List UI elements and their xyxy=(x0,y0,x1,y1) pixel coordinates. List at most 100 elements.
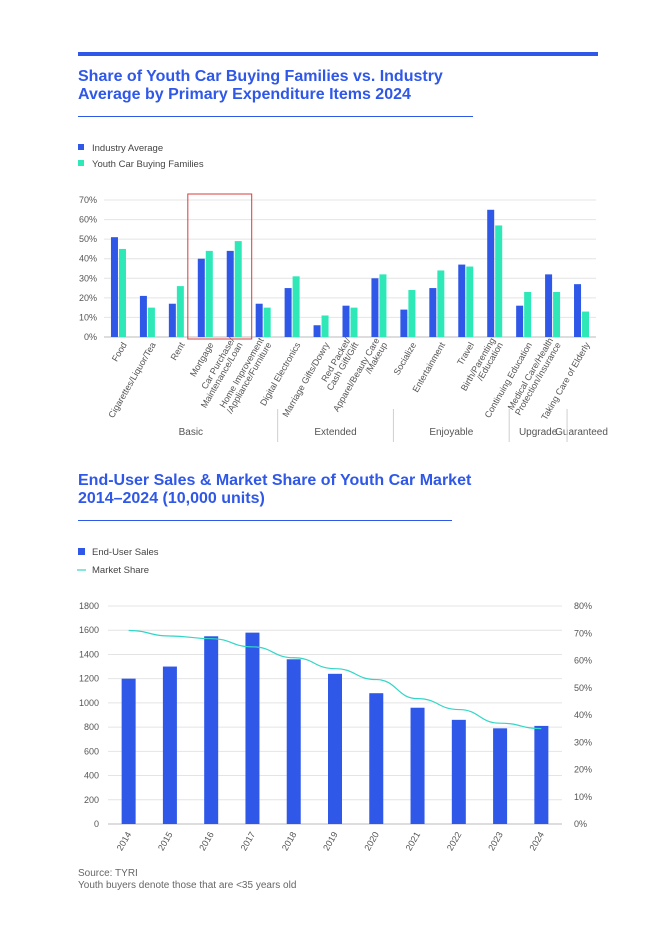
bar xyxy=(408,290,416,337)
bar xyxy=(553,291,561,337)
year-label: 2016 xyxy=(197,830,216,852)
y-left-tick-label: 1000 xyxy=(79,698,99,708)
legend-label: Industry Average xyxy=(92,143,163,154)
y-right-tick-label: 40% xyxy=(574,710,592,720)
sales-bar xyxy=(162,666,177,824)
legend-swatch xyxy=(78,548,85,555)
bar xyxy=(176,286,184,337)
bar xyxy=(458,264,466,337)
bar xyxy=(292,276,300,337)
y-right-tick-label: 30% xyxy=(574,737,592,747)
y-left-tick-label: 1600 xyxy=(79,625,99,635)
y-tick-label: 0% xyxy=(84,332,97,342)
y-left-tick-label: 200 xyxy=(84,795,99,805)
y-left-tick-label: 800 xyxy=(84,722,99,732)
y-right-tick-label: 20% xyxy=(574,765,592,775)
chart1-title-rule xyxy=(78,116,473,117)
legend-swatch xyxy=(78,160,84,166)
y-left-tick-label: 0 xyxy=(94,819,99,829)
legend-label: Youth Car Buying Families xyxy=(92,159,204,170)
bar xyxy=(342,305,350,337)
bar xyxy=(255,303,263,337)
sales-bar xyxy=(245,632,260,824)
bar xyxy=(466,266,474,337)
highlight-box xyxy=(187,193,253,340)
sales-bar xyxy=(286,659,301,824)
y-right-tick-label: 50% xyxy=(574,683,592,693)
y-left-tick-label: 1400 xyxy=(79,649,99,659)
year-label: 2018 xyxy=(280,830,299,852)
year-label: 2017 xyxy=(239,830,258,852)
chart1-expenditure-bars: Industry Average Youth Car Buying Familie… xyxy=(78,143,608,442)
year-label: 2014 xyxy=(115,830,134,852)
y-tick-label: 70% xyxy=(79,195,97,205)
y-right-tick-label: 0% xyxy=(574,819,587,829)
y-left-tick-label: 600 xyxy=(84,746,99,756)
sales-bar xyxy=(451,719,466,824)
y-left-tick-label: 1200 xyxy=(79,674,99,684)
sales-bar xyxy=(369,693,384,824)
bar xyxy=(545,274,553,337)
group-label: Guaranteed xyxy=(555,427,608,438)
sales-bar xyxy=(328,673,342,824)
bar xyxy=(139,295,147,337)
sales-bar xyxy=(493,728,508,824)
chart2-title: End-User Sales & Market Share of Youth C… xyxy=(78,472,472,507)
bar xyxy=(284,288,292,337)
legend-label: Market Share xyxy=(92,565,149,576)
group-label: Basic xyxy=(179,427,203,438)
legend-label: End-User Sales xyxy=(92,547,159,558)
y-tick-label: 20% xyxy=(79,293,97,303)
bar xyxy=(147,307,155,337)
bar xyxy=(110,237,118,337)
y-tick-label: 30% xyxy=(79,273,97,283)
bar xyxy=(582,311,590,337)
sales-bar xyxy=(410,707,425,824)
bar xyxy=(429,288,437,337)
bar xyxy=(205,250,213,337)
sales-bar xyxy=(121,678,136,824)
source-text: Source: TYRI xyxy=(78,868,138,879)
sales-bar xyxy=(204,636,219,824)
y-tick-label: 10% xyxy=(79,312,97,322)
source-note: Source: TYRI Youth buyers denote those t… xyxy=(78,868,296,892)
year-label: 2023 xyxy=(486,830,505,852)
top-accent-bar xyxy=(78,52,598,56)
youth-definition-note: Youth buyers denote those that are <35 y… xyxy=(78,880,297,891)
bar xyxy=(487,209,495,337)
year-label: 2020 xyxy=(362,830,381,852)
year-label: 2015 xyxy=(156,830,175,852)
y-right-tick-label: 80% xyxy=(574,601,592,611)
group-label: Enjoyable xyxy=(429,427,473,438)
bar xyxy=(524,291,532,337)
sales-bar xyxy=(534,725,549,824)
group-label: Extended xyxy=(314,427,356,438)
bar xyxy=(574,284,582,337)
chart2-sales-share: End-User Sales Market Share 0 200 400 600 800 1… xyxy=(77,547,592,852)
market-share-line xyxy=(128,629,542,730)
bar xyxy=(197,258,205,337)
category-label: Socialize xyxy=(392,341,419,377)
bar xyxy=(313,325,321,337)
y-left-tick-label: 1800 xyxy=(79,601,99,611)
bar xyxy=(379,274,387,337)
y-tick-label: 40% xyxy=(79,254,97,264)
bar xyxy=(226,250,234,337)
y-left-tick-label: 400 xyxy=(84,771,99,781)
year-label: 2024 xyxy=(527,830,546,852)
group-label: Upgrade xyxy=(519,427,558,438)
bar xyxy=(350,307,358,337)
chart1-title: Share of Youth Car Buying Families vs. I… xyxy=(78,68,443,103)
y-right-tick-label: 10% xyxy=(574,792,592,802)
bar xyxy=(516,305,524,337)
category-label: Rent xyxy=(169,340,187,362)
bar xyxy=(371,278,379,337)
bar xyxy=(437,270,445,337)
chart2-title-rule xyxy=(78,520,452,521)
legend-swatch xyxy=(78,144,84,150)
year-label: 2021 xyxy=(404,830,423,852)
bar xyxy=(118,248,126,337)
y-tick-label: 50% xyxy=(79,234,97,244)
year-label: 2022 xyxy=(445,830,464,852)
y-tick-label: 60% xyxy=(79,215,97,225)
